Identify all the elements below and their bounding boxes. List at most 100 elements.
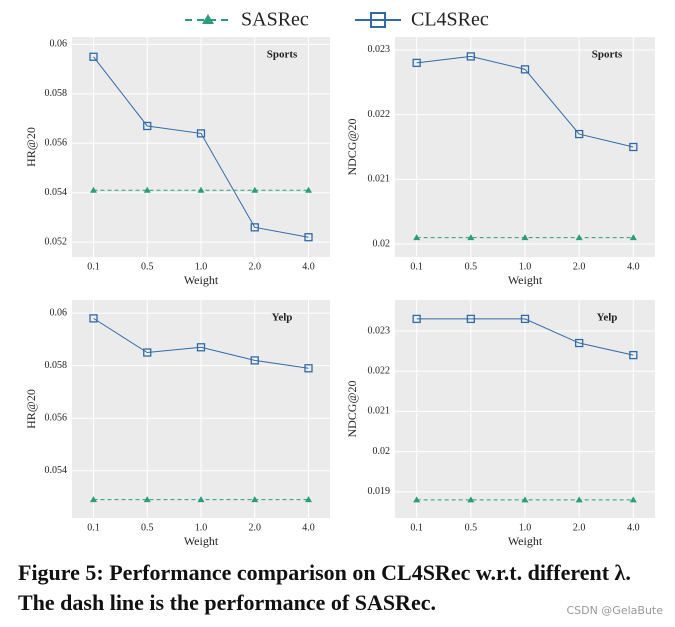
point bbox=[521, 496, 529, 503]
x-tick-label: 4.0 bbox=[302, 522, 315, 533]
point bbox=[413, 234, 421, 241]
point bbox=[251, 186, 259, 193]
point bbox=[575, 234, 583, 241]
point bbox=[629, 496, 637, 503]
y-axis-label: NDCG@20 bbox=[345, 380, 359, 437]
point bbox=[412, 58, 421, 68]
point bbox=[520, 65, 530, 74]
y-tick-label: 0.02 bbox=[373, 238, 391, 249]
line bbox=[416, 318, 634, 356]
y-tick-label: 0.019 bbox=[368, 486, 391, 497]
line bbox=[416, 55, 634, 148]
x-tick-label: 4.0 bbox=[302, 261, 315, 272]
x-tick-label: 1.0 bbox=[195, 261, 208, 272]
point bbox=[197, 496, 205, 503]
x-tick-label: 0.1 bbox=[87, 522, 100, 533]
line bbox=[93, 317, 309, 369]
point bbox=[89, 52, 98, 61]
x-tick-label: 0.5 bbox=[141, 522, 154, 533]
y-tick-label: 0.058 bbox=[45, 360, 68, 371]
x-axis-label: Weight bbox=[184, 534, 219, 548]
y-tick-label: 0.056 bbox=[45, 412, 68, 423]
line bbox=[93, 56, 309, 238]
legend-marker bbox=[202, 14, 214, 24]
panel-title: Yelp bbox=[272, 312, 293, 324]
point bbox=[629, 142, 638, 152]
point bbox=[575, 496, 583, 503]
y-tick-label: 0.06 bbox=[50, 39, 68, 50]
point bbox=[466, 314, 475, 324]
point bbox=[197, 186, 205, 193]
x-tick-label: 2.0 bbox=[573, 261, 586, 272]
point bbox=[305, 186, 312, 193]
point bbox=[629, 234, 637, 241]
point bbox=[143, 348, 152, 357]
y-tick-label: 0.023 bbox=[368, 44, 391, 55]
point bbox=[575, 338, 584, 348]
y-tick-label: 0.022 bbox=[368, 365, 391, 376]
point bbox=[250, 356, 259, 365]
x-tick-label: 4.0 bbox=[627, 261, 640, 272]
x-tick-label: 0.1 bbox=[410, 522, 423, 533]
y-tick-label: 0.021 bbox=[368, 174, 391, 185]
y-tick-label: 0.058 bbox=[45, 88, 68, 99]
x-tick-label: 0.5 bbox=[465, 522, 478, 533]
y-axis-label: NDCG@20 bbox=[345, 118, 359, 175]
x-tick-label: 2.0 bbox=[573, 522, 586, 533]
y-tick-label: 0.054 bbox=[45, 187, 68, 198]
point bbox=[251, 496, 259, 503]
point bbox=[196, 343, 206, 352]
point bbox=[90, 186, 97, 193]
point bbox=[89, 314, 98, 323]
y-tick-label: 0.02 bbox=[373, 446, 391, 457]
point bbox=[304, 233, 313, 242]
legend-label: CL4SRec bbox=[411, 9, 489, 31]
point bbox=[143, 121, 152, 131]
point bbox=[304, 364, 313, 373]
point bbox=[575, 129, 584, 139]
x-tick-label: 1.0 bbox=[519, 261, 532, 272]
point bbox=[467, 234, 475, 241]
point bbox=[250, 223, 259, 232]
point bbox=[412, 314, 421, 324]
point bbox=[196, 129, 206, 138]
caption: Figure 5: Performance comparison on CL4S… bbox=[18, 560, 631, 615]
point bbox=[305, 496, 312, 503]
point bbox=[466, 52, 475, 61]
legend-marker bbox=[370, 12, 386, 28]
point bbox=[90, 496, 97, 503]
y-tick-label: 0.06 bbox=[50, 307, 68, 318]
watermark: CSDN @GelaBute bbox=[566, 604, 663, 617]
x-tick-label: 0.5 bbox=[465, 261, 478, 272]
x-tick-label: 0.1 bbox=[410, 261, 423, 272]
x-tick-label: 2.0 bbox=[249, 522, 262, 533]
legend-label: SASRec bbox=[241, 9, 309, 31]
y-tick-label: 0.054 bbox=[45, 465, 68, 476]
y-tick-label: 0.023 bbox=[368, 325, 391, 336]
y-tick-label: 0.022 bbox=[368, 109, 391, 120]
y-tick-label: 0.021 bbox=[368, 406, 391, 417]
chart: SASRec CL4SRec 0.052 0.054 0.056 0.058 0.06 0.1… bbox=[24, 9, 655, 548]
point bbox=[143, 186, 151, 193]
x-tick-label: 4.0 bbox=[627, 522, 640, 533]
x-tick-label: 0.5 bbox=[141, 261, 154, 272]
x-tick-label: 1.0 bbox=[519, 522, 532, 533]
x-tick-label: 0.1 bbox=[87, 261, 100, 272]
point bbox=[413, 496, 421, 503]
point bbox=[467, 496, 475, 503]
y-axis-label: HR@20 bbox=[24, 127, 38, 167]
y-axis-label: HR@20 bbox=[24, 389, 38, 429]
x-tick-label: 1.0 bbox=[195, 522, 208, 533]
x-axis-label: Weight bbox=[508, 534, 543, 548]
x-tick-label: 2.0 bbox=[249, 261, 262, 272]
x-axis-label: Weight bbox=[184, 273, 219, 287]
y-tick-label: 0.052 bbox=[45, 236, 68, 247]
point bbox=[521, 234, 529, 241]
point bbox=[629, 350, 638, 360]
y-tick-label: 0.056 bbox=[45, 138, 68, 149]
point bbox=[143, 496, 151, 503]
panel-title: Sports bbox=[592, 49, 623, 61]
panel-title: Yelp bbox=[597, 312, 618, 324]
x-axis-label: Weight bbox=[508, 273, 543, 287]
